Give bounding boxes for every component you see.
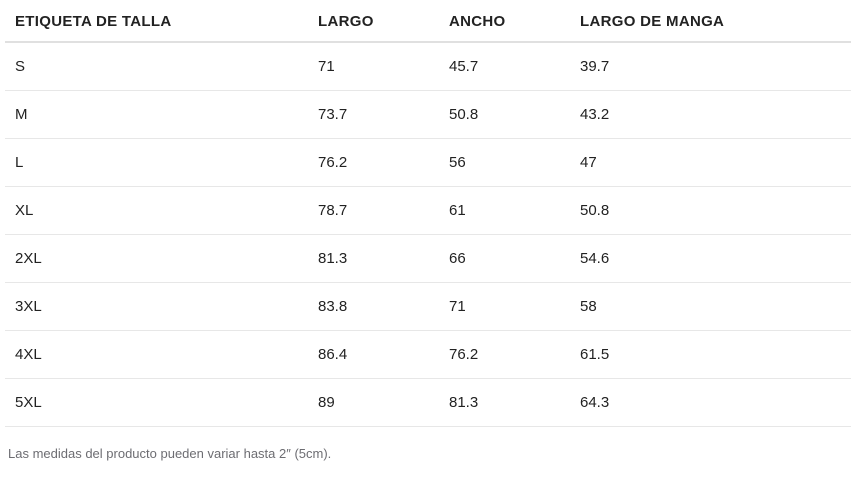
measurement-cell: 61 <box>439 186 570 235</box>
measurement-tolerance-note: Las medidas del producto pueden variar h… <box>8 446 332 461</box>
measurement-cell: 78.7 <box>308 186 439 235</box>
size-label-cell: 5XL <box>5 378 308 427</box>
measurement-cell: 50.8 <box>439 90 570 139</box>
table-row: L 76.2 56 47 <box>5 138 851 187</box>
measurement-cell: 86.4 <box>308 330 439 379</box>
column-header-sleeve-length: LARGO DE MANGA <box>570 0 851 43</box>
column-header-size-label: ETIQUETA DE TALLA <box>5 0 308 43</box>
measurement-cell: 39.7 <box>570 42 851 91</box>
measurement-cell: 56 <box>439 138 570 187</box>
measurement-cell: 47 <box>570 138 851 187</box>
measurement-cell: 73.7 <box>308 90 439 139</box>
measurement-cell: 45.7 <box>439 42 570 91</box>
measurement-cell: 66 <box>439 234 570 283</box>
table-row: 2XL 81.3 66 54.6 <box>5 234 851 283</box>
size-label-cell: 3XL <box>5 282 308 331</box>
table-row: 5XL 89 81.3 64.3 <box>5 378 851 427</box>
table-body: S 71 45.7 39.7 M 73.7 50.8 43.2 L 76.2 56 47 XL 78.7 6… <box>5 42 851 427</box>
table-row: 4XL 86.4 76.2 61.5 <box>5 330 851 379</box>
size-label-cell: 4XL <box>5 330 308 379</box>
measurement-cell: 71 <box>308 42 439 91</box>
measurement-cell: 50.8 <box>570 186 851 235</box>
measurement-cell: 71 <box>439 282 570 331</box>
size-label-cell: L <box>5 138 308 187</box>
table-row: XL 78.7 61 50.8 <box>5 186 851 235</box>
measurement-cell: 76.2 <box>308 138 439 187</box>
size-label-cell: M <box>5 90 308 139</box>
measurement-cell: 83.8 <box>308 282 439 331</box>
column-header-width: ANCHO <box>439 0 570 43</box>
column-header-length: LARGO <box>308 0 439 43</box>
measurement-cell: 89 <box>308 378 439 427</box>
measurement-cell: 64.3 <box>570 378 851 427</box>
measurement-cell: 54.6 <box>570 234 851 283</box>
table-row: 3XL 83.8 71 58 <box>5 282 851 331</box>
measurement-cell: 81.3 <box>308 234 439 283</box>
measurement-cell: 76.2 <box>439 330 570 379</box>
header-row: ETIQUETA DE TALLA LARGO ANCHO LARGO DE M… <box>5 0 851 43</box>
table-row: M 73.7 50.8 43.2 <box>5 90 851 139</box>
measurement-cell: 61.5 <box>570 330 851 379</box>
size-label-cell: XL <box>5 186 308 235</box>
size-label-cell: S <box>5 42 308 91</box>
measurement-cell: 81.3 <box>439 378 570 427</box>
measurement-cell: 58 <box>570 282 851 331</box>
table-row: S 71 45.7 39.7 <box>5 42 851 91</box>
size-label-cell: 2XL <box>5 234 308 283</box>
measurement-cell: 43.2 <box>570 90 851 139</box>
size-chart-table: ETIQUETA DE TALLA LARGO ANCHO LARGO DE M… <box>5 0 851 427</box>
